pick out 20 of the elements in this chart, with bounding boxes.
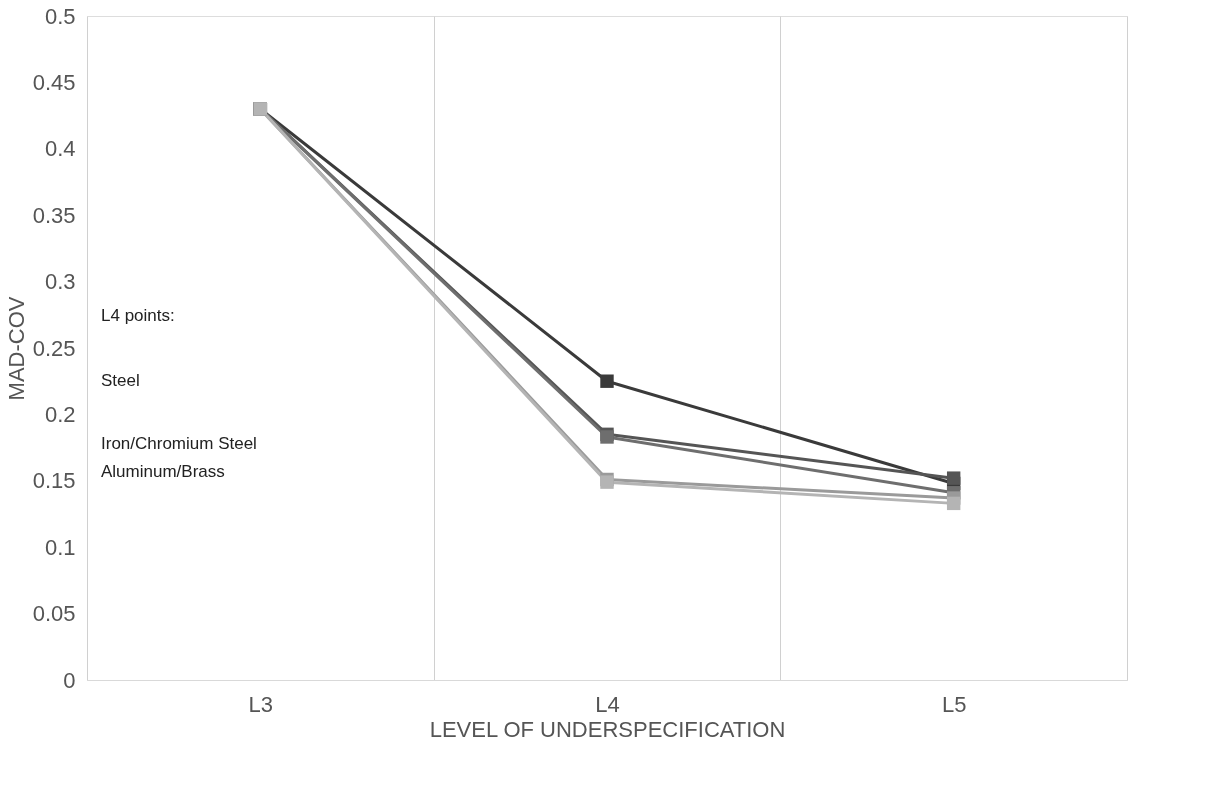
y-tick-label: 0.4 bbox=[44, 136, 76, 162]
y-tick-label: 0.2 bbox=[44, 401, 76, 427]
annotation: Iron/Chromium Steel bbox=[101, 434, 257, 453]
y-tick-label: 0.45 bbox=[32, 69, 76, 95]
y-tick-label: 0.1 bbox=[44, 534, 76, 560]
x-axis-title: LEVEL OF UNDERSPECIFICATION bbox=[429, 716, 786, 742]
annotation: Aluminum/Brass bbox=[101, 462, 225, 481]
y-tick-label: 0.15 bbox=[32, 468, 76, 494]
y-tick-label: 0.35 bbox=[32, 202, 76, 228]
x-tick-label: L5 bbox=[941, 691, 967, 717]
y-tick-label: 0.25 bbox=[32, 335, 76, 361]
x-tick-label: L3 bbox=[248, 691, 274, 717]
y-tick-label: 0 bbox=[63, 667, 76, 693]
y-tick-label: 0.5 bbox=[44, 3, 76, 29]
annotation: L4 points: bbox=[101, 306, 175, 325]
y-tick-label: 0.05 bbox=[32, 601, 76, 627]
y-tick-label: 0.3 bbox=[44, 269, 76, 295]
annotation: Steel bbox=[101, 371, 140, 390]
x-tick-label: L4 bbox=[595, 691, 620, 717]
y-axis-title: MAD-COV bbox=[3, 296, 29, 401]
